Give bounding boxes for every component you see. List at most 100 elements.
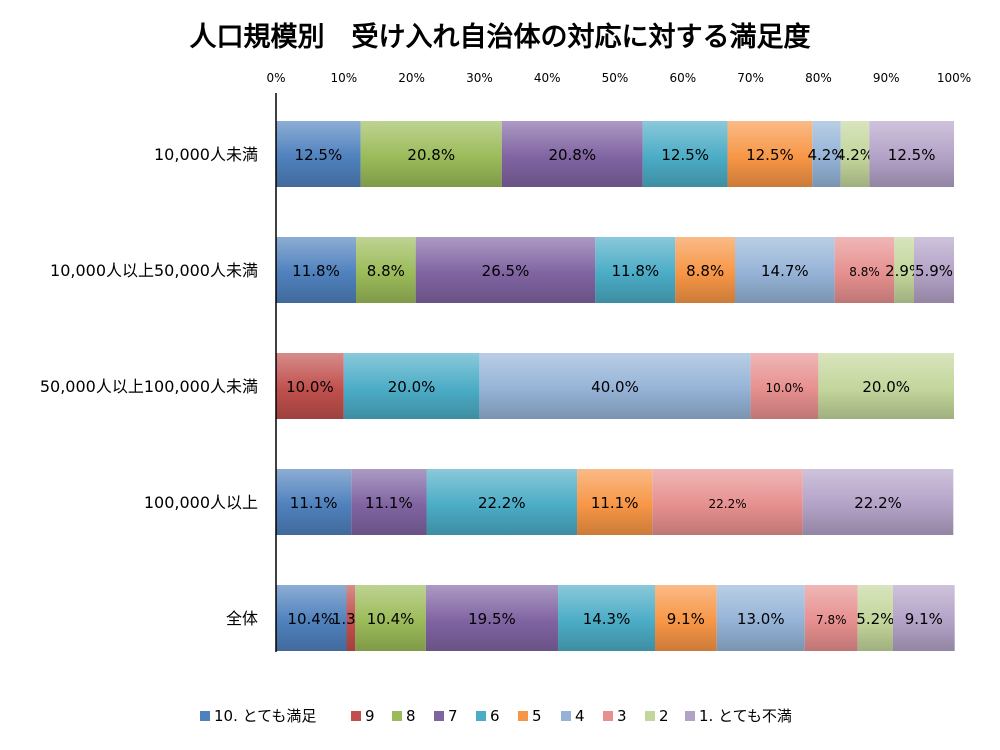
legend-swatch <box>561 711 571 721</box>
legend-label: 5 <box>532 707 542 725</box>
x-tick-label: 10% <box>330 71 357 85</box>
legend-swatch <box>434 711 444 721</box>
bar-segment <box>356 237 416 303</box>
legend-swatch <box>645 711 655 721</box>
data-label: 26.5% <box>482 262 530 280</box>
x-tick-label: 20% <box>398 71 425 85</box>
category-label: 50,000人以上100,000人未満 <box>40 377 258 396</box>
bar-segment <box>346 585 356 651</box>
data-label: 7.8% <box>816 613 847 627</box>
legend-swatch <box>518 711 528 721</box>
data-label: 20.0% <box>862 378 910 396</box>
bar-segment <box>735 237 835 303</box>
bar-segment <box>276 585 347 651</box>
legend-label: 8 <box>406 707 416 725</box>
data-label: 11.1% <box>290 494 338 512</box>
x-tick-label: 100% <box>937 71 971 85</box>
legend-label: 7 <box>448 707 458 725</box>
data-label: 12.5% <box>295 146 343 164</box>
bar-segment <box>727 121 813 187</box>
bar-segment <box>425 585 559 651</box>
data-label: 11.8% <box>612 262 660 280</box>
data-label: 9.1% <box>905 610 943 628</box>
bar-segment <box>675 237 736 303</box>
legend-swatch <box>351 711 361 721</box>
legend-label: 3 <box>617 707 627 725</box>
x-tick-label: 80% <box>805 71 832 85</box>
data-label: 2.9% <box>885 262 923 280</box>
category-label: 全体 <box>226 609 258 628</box>
x-tick-label: 50% <box>602 71 629 85</box>
bar-segment <box>840 121 870 187</box>
bar-segment <box>716 585 805 651</box>
bar-segment <box>804 585 858 651</box>
legend-swatch <box>685 711 695 721</box>
data-label: 20.8% <box>407 146 455 164</box>
legend-label: 2 <box>659 707 669 725</box>
bar-segment <box>834 237 895 303</box>
data-label: 12.5% <box>661 146 709 164</box>
bar-segment <box>343 353 480 419</box>
data-label: 8.8% <box>367 262 405 280</box>
bar-segment <box>655 585 717 651</box>
legend-label: 9 <box>365 707 375 725</box>
bar-segment <box>355 585 426 651</box>
data-label: 20.8% <box>548 146 596 164</box>
bar-segment <box>812 121 841 187</box>
data-label: 8.8% <box>686 262 724 280</box>
data-label: 12.5% <box>888 146 936 164</box>
bar-segment <box>802 469 954 535</box>
legend-label: 1. とても不満 <box>699 707 792 725</box>
data-label: 14.3% <box>583 610 631 628</box>
bar-segment <box>577 469 653 535</box>
legend-swatch <box>392 711 402 721</box>
data-label: 22.2% <box>708 497 746 511</box>
legend: 10. とても満足 9 8 7 6 5 4 3 2 1. とても不満 <box>200 707 792 725</box>
bar-segment <box>479 353 751 419</box>
bar-segment <box>276 237 357 303</box>
data-label: 20.0% <box>388 378 436 396</box>
bar-segment <box>913 237 954 303</box>
data-label: 10.4% <box>367 610 415 628</box>
category-label: 10,000人未満 <box>154 145 258 164</box>
data-label: 4.2% <box>836 146 874 164</box>
data-label: 4.2% <box>807 146 845 164</box>
data-label: 13.0% <box>737 610 785 628</box>
data-label: 5.2% <box>856 610 894 628</box>
x-tick-label: 60% <box>669 71 696 85</box>
legend-label: 10. とても満足 <box>214 707 316 725</box>
x-tick-label: 70% <box>737 71 764 85</box>
x-axis-ticks: 0% 10% 20% 30% 40% 50% 60% 70% 80% 90% 100% <box>266 71 971 85</box>
bar-segment <box>276 121 361 187</box>
category-label: 100,000人以上 <box>144 493 258 512</box>
bar-segment <box>415 237 596 303</box>
category-label: 10,000人以上50,000人未満 <box>50 261 258 280</box>
legend-label: 6 <box>490 707 500 725</box>
bar-segment <box>426 469 578 535</box>
data-label: 22.2% <box>478 494 526 512</box>
bar-segment <box>750 353 819 419</box>
data-label: 40.0% <box>591 378 639 396</box>
data-label: 10.0% <box>286 378 334 396</box>
data-label: 12.5% <box>746 146 794 164</box>
data-label: 22.2% <box>854 494 902 512</box>
data-label: 9.1% <box>667 610 705 628</box>
x-tick-label: 40% <box>534 71 561 85</box>
data-label: 14.7% <box>761 262 809 280</box>
legend-label: 4 <box>575 707 585 725</box>
bar-segment <box>892 585 955 651</box>
x-tick-label: 30% <box>466 71 493 85</box>
x-tick-label: 90% <box>873 71 900 85</box>
data-label: 10.0% <box>765 381 803 395</box>
data-label: 11.1% <box>591 494 639 512</box>
bar-segment <box>818 353 954 419</box>
bar-segment <box>558 585 656 651</box>
bars: 12.5% 20.8% 20.8% 12.5% 12.5% 4.2%4.2% 12.5% 11… <box>276 121 955 651</box>
bar-segment <box>894 237 914 303</box>
data-label: 19.5% <box>468 610 516 628</box>
bar-segment <box>869 121 954 187</box>
legend-swatch <box>603 711 613 721</box>
data-label: 8.8% <box>849 265 880 279</box>
legend-swatch <box>476 711 486 721</box>
